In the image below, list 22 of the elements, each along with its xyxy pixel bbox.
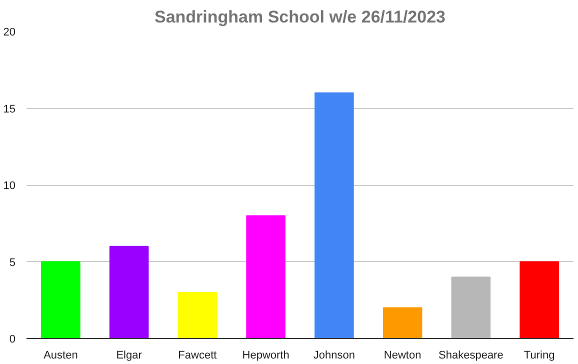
y-tick-label: 15 <box>3 103 16 116</box>
bar <box>246 215 286 338</box>
x-tick-label: Johnson <box>313 350 355 362</box>
y-tick-label: 0 <box>9 334 16 346</box>
x-tick-label: Elgar <box>116 350 142 362</box>
bar <box>178 292 218 338</box>
bar <box>41 261 80 338</box>
bar <box>109 246 149 338</box>
bar <box>314 92 354 338</box>
bar <box>451 276 491 338</box>
chart-title: Sandringham School w/e 26/11/2023 <box>154 8 446 26</box>
x-tick-label: Newton <box>384 350 422 362</box>
x-tick-label: Shakespeare <box>438 350 504 362</box>
y-tick-label: 5 <box>9 256 16 269</box>
x-tick-label: Turing <box>524 350 555 362</box>
x-tick-label: Austen <box>44 350 78 362</box>
bar <box>520 261 559 338</box>
x-tick-label: Hepworth <box>242 350 290 362</box>
x-tick-label: Fawcett <box>178 350 217 362</box>
bar <box>382 307 422 338</box>
y-tick-label: 10 <box>3 180 16 192</box>
y-tick-label: 20 <box>3 26 16 38</box>
